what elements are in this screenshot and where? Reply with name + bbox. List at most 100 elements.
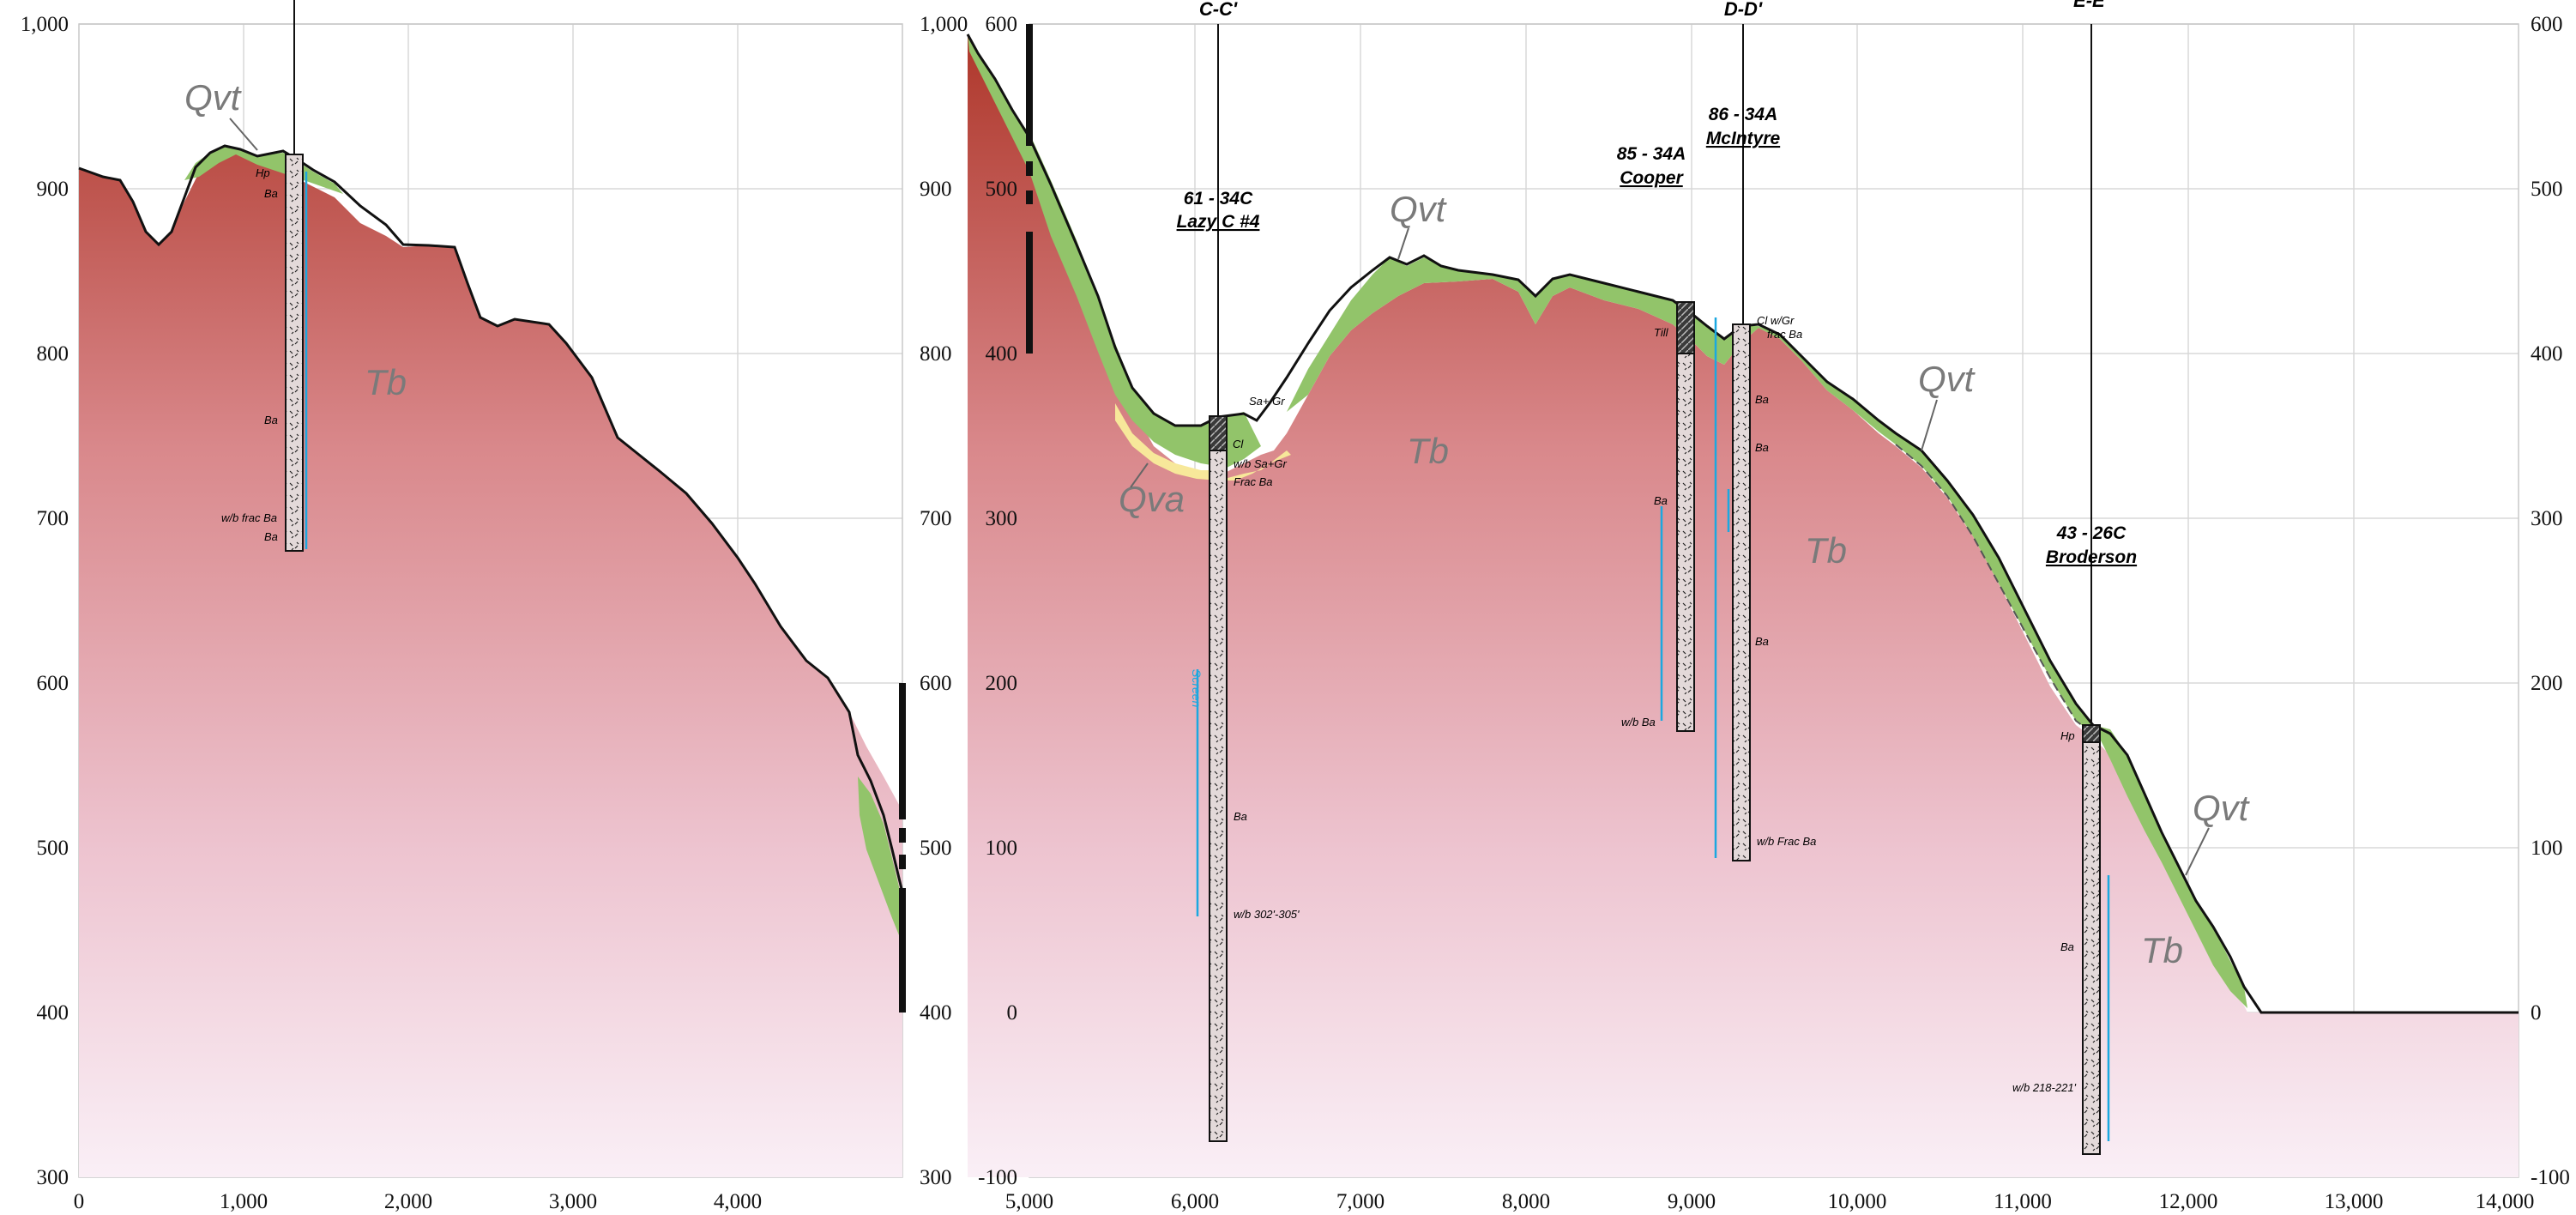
left-y-tick: 600 xyxy=(37,672,69,695)
right-y-tick-left: 800 xyxy=(920,342,952,366)
right-qva-deposit xyxy=(1115,403,1291,481)
lith-frac-ba-lower: frac Ba xyxy=(1767,328,1802,341)
cooper-well-column xyxy=(1676,301,1695,732)
tb-label-2: Tb xyxy=(1805,530,1847,571)
lith-ba-broderson: Ba xyxy=(2060,940,2074,953)
left-x-tick: 4,000 xyxy=(714,1190,762,1213)
mcintyre-well-name: McIntyre xyxy=(1706,129,1781,148)
left-x-tick: 3,000 xyxy=(549,1190,597,1213)
left-ground-surface xyxy=(78,144,904,893)
right-qvt-lower xyxy=(2093,725,2247,1008)
left-y-tick: 1,000 xyxy=(21,13,69,36)
lazy-c-well-name: Lazy C #4 xyxy=(1177,212,1260,232)
qva-label: Qva xyxy=(1119,479,1185,519)
left-y-tick: 500 xyxy=(37,837,69,860)
right-x-tick: 5,000 xyxy=(1005,1190,1053,1213)
qvt-leader-3 xyxy=(2185,827,2210,876)
right-y-tick-inner: -100 xyxy=(978,1166,1017,1189)
right-y-tick-left: 300 xyxy=(920,1166,952,1189)
right-y-axis-inner: 600 500 400 300 200 100 0 -100 xyxy=(978,13,1017,1189)
lazy-c-screen-label: Screen xyxy=(1190,669,1204,708)
right-x-tick: 13,000 xyxy=(2325,1190,2384,1213)
lith-wb-sa-gr: w/b Sa+Gr xyxy=(1234,457,1287,470)
right-y-tick-left: 600 xyxy=(920,672,952,695)
right-y-tick-left: 1,000 xyxy=(920,13,968,36)
lith-ba-mcintyre-2: Ba xyxy=(1755,441,1769,454)
lith-ba-lazyc: Ba xyxy=(1234,810,1247,823)
right-y-tick-right: 200 xyxy=(2531,672,2563,695)
right-y-tick-inner: 200 xyxy=(986,672,1018,695)
qvt-leader-2 xyxy=(1921,399,1938,451)
right-qvt-middle xyxy=(1287,257,2110,738)
lith-wb-frac-ba: w/b Frac Ba xyxy=(1757,835,1816,848)
right-y-axis-left: 1,000 900 800 700 600 500 400 300 xyxy=(920,13,968,1189)
right-x-tick: 9,000 xyxy=(1668,1190,1716,1213)
right-y-tick-inner: 300 xyxy=(986,507,1018,530)
left-ba-label-1: Ba xyxy=(264,187,278,200)
left-panel: Qvt Tb Hp Ba Ba w/b frac Ba Ba 1,000 900… xyxy=(21,0,906,1213)
left-ba-label-3: Ba xyxy=(264,530,278,543)
lith-ba-cooper: Ba xyxy=(1654,494,1668,507)
lith-wb-218: w/b 218-221' xyxy=(2012,1081,2077,1094)
right-y-tick-left: 400 xyxy=(920,1001,952,1025)
right-x-tick: 11,000 xyxy=(1994,1190,2052,1213)
qvt-label-1: Qvt xyxy=(1390,189,1448,229)
left-y-tick: 900 xyxy=(37,178,69,201)
right-y-tick-inner: 400 xyxy=(986,342,1018,366)
qvt-leader-1 xyxy=(1397,227,1409,260)
right-y-tick-right: 300 xyxy=(2531,507,2563,530)
qvt-label-3: Qvt xyxy=(2193,788,2251,828)
left-qvt-label: Qvt xyxy=(184,77,243,118)
right-x-tick: 7,000 xyxy=(1336,1190,1385,1213)
right-y-tick-inner: 0 xyxy=(1007,1001,1018,1025)
right-y-tick-right: 100 xyxy=(2531,837,2563,860)
cooper-well-name: Cooper xyxy=(1620,168,1684,188)
lith-ba-mcintyre-1: Ba xyxy=(1755,393,1769,406)
lith-cl-gr: Cl w/Gr xyxy=(1757,314,1795,327)
left-y-tick: 300 xyxy=(37,1166,69,1189)
right-x-tick: 12,000 xyxy=(2159,1190,2218,1213)
left-x-tick: 0 xyxy=(74,1190,85,1213)
left-qvt-sliver xyxy=(858,777,902,944)
right-x-axis: 5,000 6,000 7,000 8,000 9,000 10,000 11,… xyxy=(1005,1190,2535,1213)
section-dd-label: D-D' xyxy=(1724,0,1763,20)
lith-ba-mcintyre-3: Ba xyxy=(1755,635,1769,648)
lith-wb-ba: w/b Ba xyxy=(1621,716,1656,728)
right-panel: Screen C-C' D-D' E-E' 61 - 34C Lazy C #4… xyxy=(920,0,2570,1213)
right-y-tick-inner: 600 xyxy=(986,13,1018,36)
left-y-tick: 700 xyxy=(37,507,69,530)
right-x-tick: 10,000 xyxy=(1828,1190,1887,1213)
right-contact-dashed xyxy=(1895,444,2094,734)
section-ee-label: E-E' xyxy=(2073,0,2110,11)
right-y-tick-right: 500 xyxy=(2531,178,2563,201)
lith-hp-broderson: Hp xyxy=(2060,729,2075,742)
lith-cl: Cl xyxy=(1233,438,1244,450)
broderson-well-id: 43 - 26C xyxy=(2056,523,2127,543)
broderson-well-top xyxy=(2082,724,2101,743)
left-tb-label: Tb xyxy=(365,362,407,402)
left-hp-label: Hp xyxy=(256,166,270,179)
lazy-c-well-top xyxy=(1209,415,1228,451)
tb-label-1: Tb xyxy=(1407,431,1449,471)
left-bedrock-tb xyxy=(79,153,902,1177)
left-x-tick: 2,000 xyxy=(384,1190,432,1213)
right-x-tick: 8,000 xyxy=(1502,1190,1550,1213)
right-qvt-upper xyxy=(968,34,1261,468)
left-y-tick: 400 xyxy=(37,1001,69,1025)
left-x-tick: 1,000 xyxy=(220,1190,268,1213)
lazy-c-well-id: 61 - 34C xyxy=(1184,189,1253,209)
left-wb-frac-ba-label: w/b frac Ba xyxy=(221,511,277,524)
broderson-well-column xyxy=(2082,724,2101,1155)
right-y-tick-right: 0 xyxy=(2531,1001,2542,1025)
right-x-tick: 6,000 xyxy=(1171,1190,1219,1213)
right-y-tick-right: 600 xyxy=(2531,13,2563,36)
lith-wb-302: w/b 302'-305' xyxy=(1234,908,1300,921)
left-qvt-deposit xyxy=(184,146,343,194)
lith-frac-ba: Frac Ba xyxy=(1234,475,1273,488)
left-well-column xyxy=(285,154,304,552)
right-y-tick-inner: 100 xyxy=(986,837,1018,860)
lith-till: Till xyxy=(1654,326,1669,339)
qvt-label-2: Qvt xyxy=(1918,359,1976,399)
right-y-tick-right: 400 xyxy=(2531,342,2563,366)
left-qvt-leader xyxy=(229,118,258,151)
